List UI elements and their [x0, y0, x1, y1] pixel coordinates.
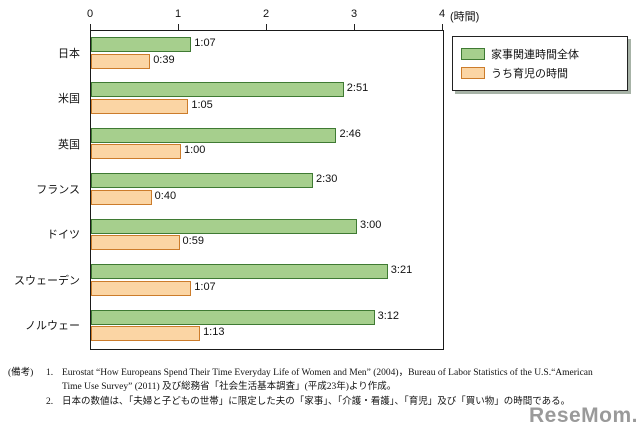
x-tick-mark [90, 24, 91, 30]
value-label: 1:07 [194, 37, 216, 49]
value-label: 3:21 [390, 264, 413, 277]
value-label: 2:46 [339, 127, 361, 140]
country-label-3: フランス [36, 183, 80, 196]
x-tick-mark [178, 24, 179, 30]
country-labels: 日本米国英国フランスドイツスウェーデンノルウェー [0, 30, 84, 348]
bar-total [91, 264, 388, 280]
legend-item-childcare: うち育児の時間 [461, 65, 619, 81]
legend-swatch-childcare [461, 67, 485, 79]
x-tick-label: 1 [174, 8, 182, 20]
footnote-text: Eurostat “How Europeans Spend Their Time… [62, 368, 593, 393]
x-tick-mark [354, 24, 355, 30]
bar-childcare [91, 144, 181, 160]
bar-total [91, 173, 313, 189]
country-label-4: ドイツ [47, 229, 80, 242]
country-label-2: 英国 [58, 138, 80, 151]
value-label: 0:59 [182, 235, 204, 248]
legend-swatch-total [461, 48, 485, 60]
plot-area: 1:07 0:39 2:51 1:05 2:46 1:00 2:30 0:40 3:00 0:59… [90, 30, 444, 350]
x-tick-label: 3 [350, 8, 358, 20]
legend-label-total: 家事関連時間全体 [491, 49, 579, 61]
footnotes: (備考) 1. Eurostat “How Europeans Spend Th… [8, 366, 608, 409]
country-label-1: 米国 [58, 93, 80, 106]
value-label: 3:00 [360, 218, 382, 231]
legend-item-total: 家事関連時間全体 [461, 46, 619, 62]
x-axis: 0 1 2 3 4 [86, 8, 446, 30]
bar-childcare [91, 189, 152, 205]
x-tick-label: 0 [86, 8, 94, 20]
x-tick-label: 4 [438, 8, 446, 20]
bar-total [91, 218, 357, 234]
value-label: 1:07 [194, 280, 216, 293]
footnote-item: 2. 日本の数値は、「夫婦と子どもの世帯」に限定した夫の「家事」、「介護・看護」… [46, 395, 608, 409]
value-label: 1:05 [191, 98, 213, 111]
bar-childcare [91, 326, 201, 342]
country-label-5: スウェーデン [14, 274, 80, 287]
footnote-number: 1. [46, 368, 54, 378]
value-label: 2:30 [316, 173, 338, 186]
footnote-text: 日本の数値は、「夫婦と子どもの世帯」に限定した夫の「家事」、「介護・看護」、「育… [62, 396, 571, 407]
footnote-prefix: (備考) [8, 368, 34, 378]
resemom-watermark: ReseMom. [528, 404, 638, 427]
bar-total [91, 309, 375, 325]
value-label: 1:13 [203, 326, 225, 339]
value-label: 0:39 [153, 53, 175, 66]
x-axis-unit-label: (時間) [450, 11, 480, 23]
x-tick-label: 2 [262, 8, 270, 20]
bar-childcare [91, 98, 189, 114]
legend-label-childcare: うち育児の時間 [491, 68, 568, 80]
footnote-item: 1. Eurostat “How Europeans Spend Their T… [46, 366, 608, 395]
country-label-0: 日本 [58, 47, 80, 60]
bar-childcare [91, 235, 180, 251]
bar-total [91, 127, 337, 143]
value-label: 3:12 [377, 309, 400, 322]
country-label-6: ノルウェー [25, 320, 80, 333]
value-label: 2:51 [346, 82, 369, 95]
x-tick-mark [442, 24, 443, 30]
bar-total [91, 37, 192, 52]
value-label: 0:40 [154, 189, 177, 202]
footnote-number: 2. [46, 396, 54, 407]
footnote-items: 1. Eurostat “How Europeans Spend Their T… [46, 366, 608, 409]
value-label: 1:00 [184, 144, 206, 157]
x-tick-mark [266, 24, 267, 30]
legend: 家事関連時間全体 うち育児の時間 [452, 36, 628, 91]
bar-total [91, 82, 344, 98]
bar-childcare [91, 280, 192, 296]
bar-childcare [91, 53, 151, 69]
